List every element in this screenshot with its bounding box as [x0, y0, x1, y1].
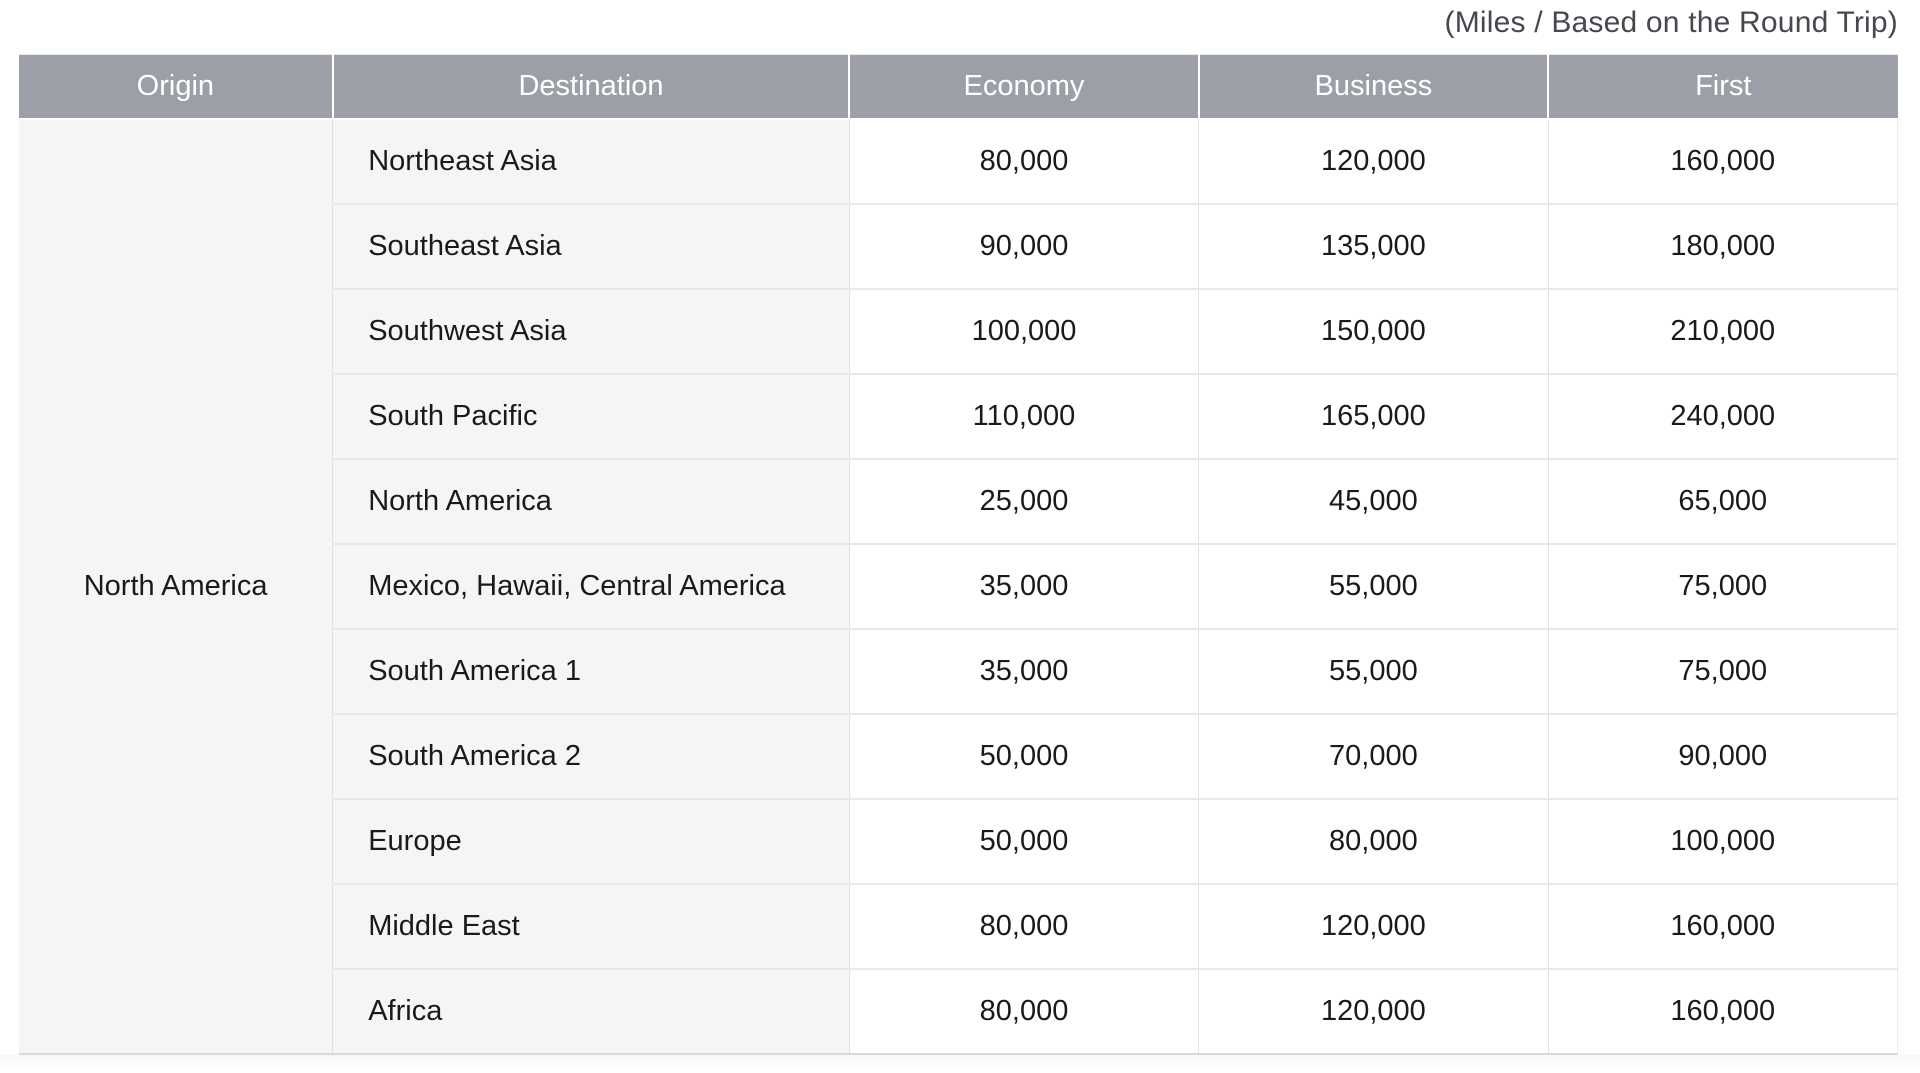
economy-cell: 80,000	[849, 118, 1200, 205]
first-cell: 160,000	[1548, 968, 1899, 1055]
column-header-economy: Economy	[849, 54, 1200, 120]
destination-cell: South America 2	[332, 713, 850, 800]
table-row: South Pacific 110,000 165,000 240,000	[19, 373, 1899, 460]
column-header-origin: Origin	[19, 54, 334, 120]
table-header: Origin Destination Economy Business Firs…	[19, 54, 1898, 120]
destination-cell: Southeast Asia	[332, 203, 850, 290]
business-cell: 55,000	[1198, 628, 1549, 715]
business-cell: 55,000	[1198, 543, 1549, 630]
economy-cell: 80,000	[849, 968, 1200, 1055]
economy-cell: 50,000	[849, 798, 1200, 885]
table-body: North America Northeast Asia 80,000 120,…	[19, 118, 1899, 1055]
miles-round-trip-note: (Miles / Based on the Round Trip)	[1444, 6, 1898, 39]
destination-cell: Africa	[332, 968, 850, 1055]
first-cell: 65,000	[1548, 458, 1899, 545]
origin-cell: North America	[19, 118, 334, 1055]
first-cell: 160,000	[1548, 883, 1899, 970]
economy-cell: 110,000	[849, 373, 1200, 460]
first-cell: 75,000	[1548, 543, 1899, 630]
economy-cell: 25,000	[849, 458, 1200, 545]
bottom-divider	[0, 1054, 1920, 1069]
table-row: Southwest Asia 100,000 150,000 210,000	[19, 288, 1899, 375]
destination-cell: South America 1	[332, 628, 850, 715]
table-row: South America 2 50,000 70,000 90,000	[19, 713, 1899, 800]
destination-cell: North America	[332, 458, 850, 545]
economy-cell: 90,000	[849, 203, 1200, 290]
table-row: North America 25,000 45,000 65,000	[19, 458, 1899, 545]
first-cell: 90,000	[1548, 713, 1899, 800]
destination-cell: Europe	[332, 798, 850, 885]
destination-cell: Middle East	[332, 883, 850, 970]
column-header-destination: Destination	[332, 54, 851, 120]
destination-cell: Southwest Asia	[332, 288, 850, 375]
table-row: Africa 80,000 120,000 160,000	[19, 968, 1899, 1055]
destination-cell: South Pacific	[332, 373, 850, 460]
destination-cell: Northeast Asia	[332, 118, 850, 205]
table-row: Southeast Asia 90,000 135,000 180,000	[19, 203, 1899, 290]
column-header-first: First	[1548, 54, 1898, 120]
table-row: Europe 50,000 80,000 100,000	[19, 798, 1899, 885]
business-cell: 150,000	[1198, 288, 1549, 375]
economy-cell: 35,000	[849, 628, 1200, 715]
first-cell: 210,000	[1548, 288, 1899, 375]
first-cell: 160,000	[1548, 118, 1899, 205]
first-cell: 240,000	[1548, 373, 1899, 460]
destination-cell: Mexico, Hawaii, Central America	[332, 543, 850, 630]
table-row: North America Northeast Asia 80,000 120,…	[19, 118, 1899, 1055]
business-cell: 135,000	[1198, 203, 1549, 290]
business-cell: 45,000	[1198, 458, 1549, 545]
business-cell: 120,000	[1198, 968, 1549, 1055]
economy-cell: 80,000	[849, 883, 1200, 970]
business-cell: 80,000	[1198, 798, 1549, 885]
award-miles-table: Origin Destination Economy Business Firs…	[19, 54, 1899, 1055]
economy-cell: 50,000	[849, 713, 1200, 800]
economy-cell: 100,000	[849, 288, 1200, 375]
first-cell: 100,000	[1548, 798, 1899, 885]
header-row: Origin Destination Economy Business Firs…	[19, 54, 1898, 120]
business-cell: 120,000	[1198, 883, 1549, 970]
first-cell: 75,000	[1548, 628, 1899, 715]
table-row: Mexico, Hawaii, Central America 35,000 5…	[19, 543, 1899, 630]
business-cell: 70,000	[1198, 713, 1549, 800]
table-row: Middle East 80,000 120,000 160,000	[19, 883, 1899, 970]
business-cell: 165,000	[1198, 373, 1549, 460]
first-cell: 180,000	[1548, 203, 1899, 290]
economy-cell: 35,000	[849, 543, 1200, 630]
table-row: South America 1 35,000 55,000 75,000	[19, 628, 1899, 715]
column-header-business: Business	[1198, 54, 1550, 120]
business-cell: 120,000	[1198, 118, 1549, 205]
